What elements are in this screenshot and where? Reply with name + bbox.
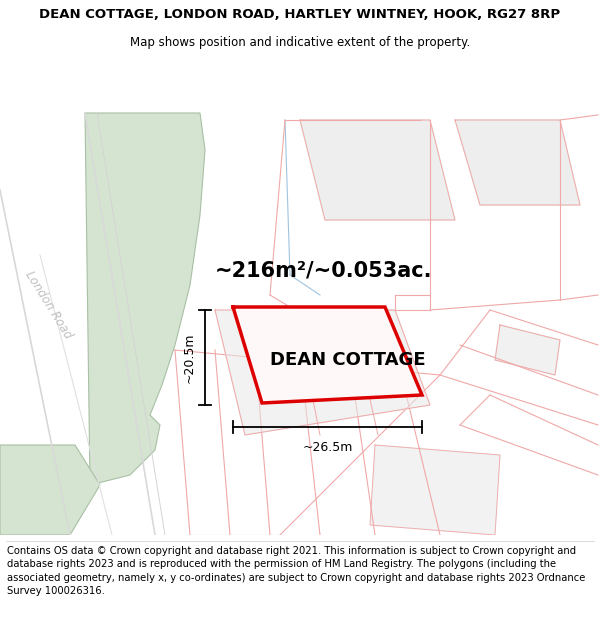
Text: ~20.5m: ~20.5m xyxy=(183,332,196,382)
Polygon shape xyxy=(215,310,430,435)
Text: DEAN COTTAGE, LONDON ROAD, HARTLEY WINTNEY, HOOK, RG27 8RP: DEAN COTTAGE, LONDON ROAD, HARTLEY WINTN… xyxy=(40,8,560,21)
Polygon shape xyxy=(0,445,100,535)
Text: Map shows position and indicative extent of the property.: Map shows position and indicative extent… xyxy=(130,36,470,49)
Text: DEAN COTTAGE: DEAN COTTAGE xyxy=(270,351,426,369)
Text: ~26.5m: ~26.5m xyxy=(302,441,353,454)
Text: ~216m²/~0.053ac.: ~216m²/~0.053ac. xyxy=(215,260,433,280)
Polygon shape xyxy=(370,445,500,535)
Polygon shape xyxy=(300,120,455,220)
Polygon shape xyxy=(233,307,422,403)
Text: London Road: London Road xyxy=(22,269,74,341)
Polygon shape xyxy=(85,113,205,485)
Text: Contains OS data © Crown copyright and database right 2021. This information is : Contains OS data © Crown copyright and d… xyxy=(7,546,586,596)
Polygon shape xyxy=(455,120,580,205)
Polygon shape xyxy=(495,325,560,375)
